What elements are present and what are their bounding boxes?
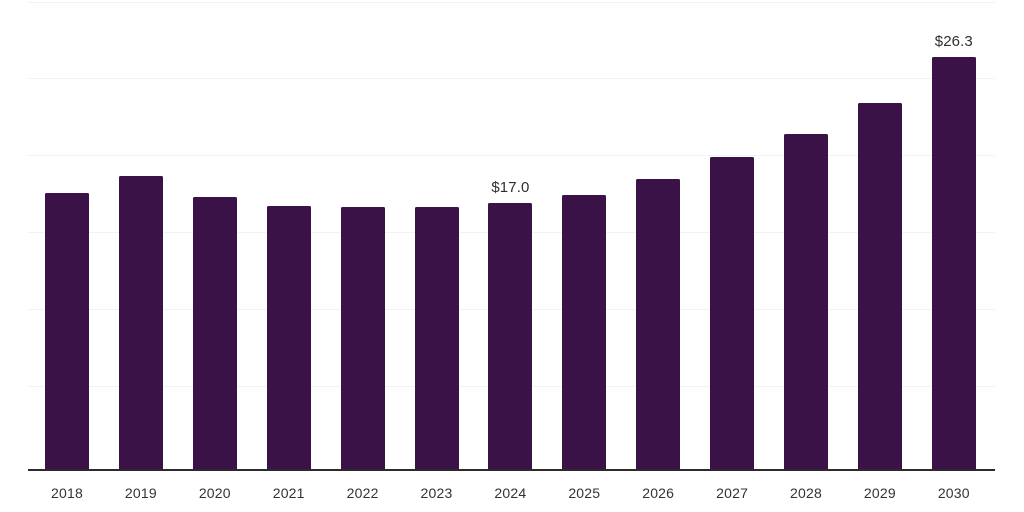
bar-group[interactable] — [784, 133, 828, 469]
bar[interactable] — [562, 194, 607, 469]
bar-group[interactable] — [118, 176, 163, 469]
bar-group[interactable] — [45, 193, 89, 469]
x-axis-tick-label: 2019 — [124, 485, 157, 501]
bar[interactable] — [488, 202, 533, 469]
bar-value-label: $26.3 — [934, 33, 973, 51]
bar[interactable] — [192, 196, 237, 469]
x-axis-tick-label: 2020 — [198, 485, 231, 501]
bar[interactable] — [931, 57, 976, 469]
x-axis-tick-label: 2025 — [568, 485, 601, 501]
bar[interactable] — [340, 207, 385, 469]
bar[interactable] — [857, 102, 902, 469]
x-axis-tick-label: 2028 — [790, 485, 822, 501]
x-axis-tick-label: 2027 — [716, 485, 749, 501]
x-axis-tick-label: 2024 — [494, 485, 527, 501]
bar-group[interactable] — [340, 207, 385, 469]
x-axis-line — [28, 469, 995, 471]
bar-group[interactable] — [192, 196, 237, 469]
bar[interactable] — [118, 176, 163, 469]
bar-group[interactable] — [562, 194, 607, 469]
x-axis-tick-label: 2018 — [51, 485, 83, 501]
bar-group[interactable]: $26.3 — [931, 33, 976, 469]
x-axis-tick-label: 2021 — [272, 485, 305, 501]
x-axis-tick-label: 2022 — [346, 485, 379, 501]
bar-group[interactable] — [857, 102, 902, 469]
x-axis-tick-label: 2026 — [642, 485, 675, 501]
bar-value-label: $17.0 — [491, 178, 530, 196]
bar[interactable] — [784, 133, 828, 469]
bar-group[interactable] — [266, 205, 311, 469]
x-axis-tick-label: 2029 — [863, 485, 896, 501]
x-axis-tick-label: 2030 — [937, 485, 970, 501]
bar-group[interactable]: $17.0 — [488, 179, 533, 469]
bar-group[interactable] — [414, 207, 459, 469]
bar[interactable] — [266, 205, 311, 469]
bar-group[interactable] — [636, 179, 681, 469]
bar[interactable] — [710, 157, 755, 469]
bar[interactable] — [45, 193, 89, 469]
bar[interactable] — [414, 207, 459, 469]
x-axis-tick-label: 2023 — [420, 485, 453, 501]
bar-group[interactable] — [710, 157, 755, 469]
bar[interactable] — [636, 179, 681, 469]
